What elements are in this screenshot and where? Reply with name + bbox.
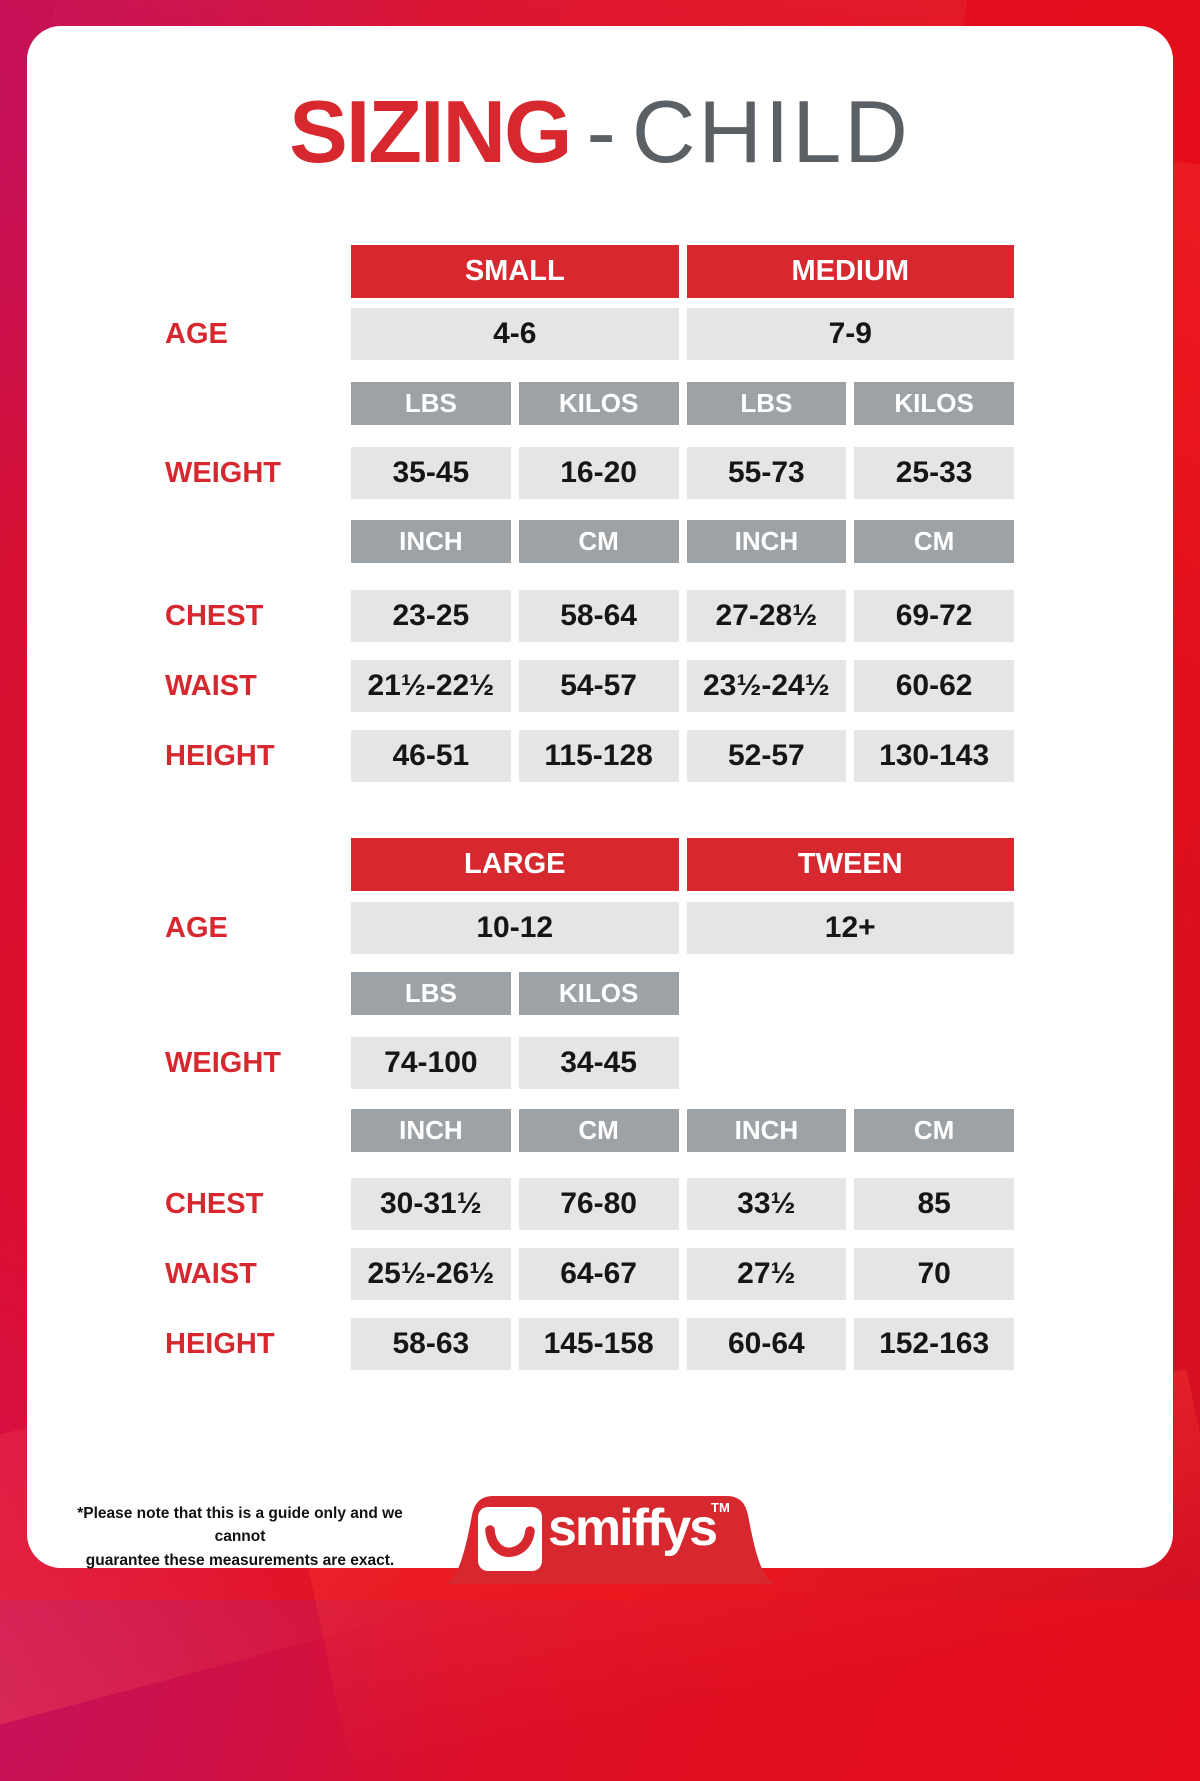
age-value-tween: 12+ (686, 902, 1014, 954)
chest-value: 33½ (686, 1178, 847, 1230)
smiffys-smile-icon (478, 1507, 542, 1571)
chest-value: 23-25 (351, 590, 511, 642)
row-label-height: HEIGHT (165, 739, 275, 772)
row-label-chest: CHEST (165, 599, 264, 632)
weight-unit-header-row: LBS KILOS LBS KILOS (165, 382, 1014, 425)
empty-label (165, 382, 343, 425)
waist-row: WAIST 25½-26½ 64-67 27½ 70 (165, 1248, 1014, 1300)
unit-header-cm: CM (854, 1109, 1014, 1152)
weight-row: WEIGHT 74-100 34-45 (165, 1037, 1014, 1089)
age-value-medium: 7-9 (686, 308, 1014, 360)
measure-unit-header-row: INCH CM INCH CM (165, 1109, 1014, 1152)
measure-unit-header-row: INCH CM INCH CM (165, 520, 1014, 563)
height-value: 115-128 (518, 730, 679, 782)
chest-value: 76-80 (518, 1178, 679, 1230)
row-label-height: HEIGHT (165, 1327, 275, 1360)
waist-value: 25½-26½ (351, 1248, 511, 1300)
unit-header-cm: CM (518, 1109, 679, 1152)
size-header-row: SMALL MEDIUM (165, 245, 1014, 298)
weight-value: 35-45 (351, 447, 511, 499)
height-row: HEIGHT 58-63 145-158 60-64 152-163 (165, 1318, 1014, 1370)
height-value: 145-158 (518, 1318, 679, 1370)
size-header-tween: TWEEN (686, 838, 1014, 891)
size-header-small: SMALL (351, 245, 679, 298)
empty-label (165, 245, 343, 298)
unit-header-lbs: LBS (351, 972, 511, 1015)
height-row: HEIGHT 46-51 115-128 52-57 130-143 (165, 730, 1014, 782)
unit-header-kilos: KILOS (518, 382, 679, 425)
chest-value: 69-72 (854, 590, 1014, 642)
unit-header-kilos: KILOS (854, 382, 1014, 425)
unit-header-kilos: KILOS (518, 972, 679, 1015)
weight-value: 16-20 (518, 447, 679, 499)
row-label-waist: WAIST (165, 669, 257, 702)
row-label-age: AGE (165, 911, 228, 944)
smiffys-logo-badge: smiffys TM (445, 1488, 775, 1584)
unit-header-inch: INCH (351, 520, 511, 563)
chest-row: CHEST 30-31½ 76-80 33½ 85 (165, 1178, 1014, 1230)
weight-unit-header-row: LBS KILOS (165, 972, 1014, 1015)
row-label-age: AGE (165, 317, 228, 350)
brand-trademark: TM (711, 1500, 730, 1515)
waist-value: 60-62 (854, 660, 1014, 712)
chest-value: 58-64 (518, 590, 679, 642)
title-sizing: SIZING (289, 82, 572, 181)
waist-value: 70 (854, 1248, 1014, 1300)
unit-header-cm: CM (518, 520, 679, 563)
row-label-waist: WAIST (165, 1257, 257, 1290)
height-value: 46-51 (351, 730, 511, 782)
disclaimer-line-2: guarantee these measurements are exact. (85, 1551, 395, 1569)
size-header-medium: MEDIUM (686, 245, 1014, 298)
chest-value: 85 (854, 1178, 1014, 1230)
empty-label (165, 838, 343, 891)
empty-label (165, 520, 343, 563)
unit-header-inch: INCH (351, 1109, 511, 1152)
weight-value: 25-33 (854, 447, 1014, 499)
height-value: 152-163 (854, 1318, 1014, 1370)
weight-value: 34-45 (518, 1037, 679, 1089)
empty-label (165, 1109, 343, 1152)
height-value: 52-57 (686, 730, 847, 782)
row-label-chest: CHEST (165, 1187, 264, 1220)
waist-value: 64-67 (518, 1248, 679, 1300)
guide-disclaimer: *Please note that this is a guide only a… (65, 1502, 415, 1572)
waist-value: 27½ (686, 1248, 847, 1300)
unit-header-cm: CM (854, 520, 1014, 563)
brand-wordmark: smiffys (548, 1499, 718, 1557)
unit-header-lbs: LBS (351, 382, 511, 425)
height-value: 130-143 (854, 730, 1014, 782)
row-label-weight: WEIGHT (165, 1046, 281, 1079)
height-value: 58-63 (351, 1318, 511, 1370)
waist-value: 23½-24½ (686, 660, 847, 712)
waist-value: 21½-22½ (351, 660, 511, 712)
waist-value: 54-57 (518, 660, 679, 712)
age-value-small: 4-6 (351, 308, 679, 360)
size-header-row: LARGE TWEEN (165, 838, 1014, 891)
age-value-large: 10-12 (351, 902, 679, 954)
weight-value: 74-100 (351, 1037, 511, 1089)
title-child: CHILD (631, 82, 911, 181)
height-value: 60-64 (686, 1318, 847, 1370)
unit-header-lbs: LBS (686, 382, 847, 425)
weight-row: WEIGHT 35-45 16-20 55-73 25-33 (165, 447, 1014, 499)
row-label-weight: WEIGHT (165, 456, 281, 489)
age-row: AGE 4-6 7-9 (165, 308, 1014, 360)
brand-lockup: smiffys TM (445, 1488, 775, 1584)
disclaimer-line-1: *Please note that this is a guide only a… (77, 1505, 403, 1546)
title-separator: - (586, 82, 616, 181)
size-table-large-tween: LARGE TWEEN AGE 10-12 12+ LBS KILOS WEIG… (165, 838, 1014, 1370)
size-header-large: LARGE (351, 838, 679, 891)
unit-header-inch: INCH (686, 1109, 847, 1152)
sizing-card: SIZING - CHILD SMALL MEDIUM AGE 4-6 7-9 LB… (27, 26, 1173, 1584)
size-table-small-medium: SMALL MEDIUM AGE 4-6 7-9 LBS KILOS LBS K… (165, 245, 1014, 782)
chest-value: 30-31½ (351, 1178, 511, 1230)
page-title: SIZING - CHILD (27, 85, 1173, 178)
waist-row: WAIST 21½-22½ 54-57 23½-24½ 60-62 (165, 660, 1014, 712)
chest-value: 27-28½ (686, 590, 847, 642)
unit-header-inch: INCH (686, 520, 847, 563)
age-row: AGE 10-12 12+ (165, 902, 1014, 954)
weight-value: 55-73 (686, 447, 847, 499)
chest-row: CHEST 23-25 58-64 27-28½ 69-72 (165, 590, 1014, 642)
